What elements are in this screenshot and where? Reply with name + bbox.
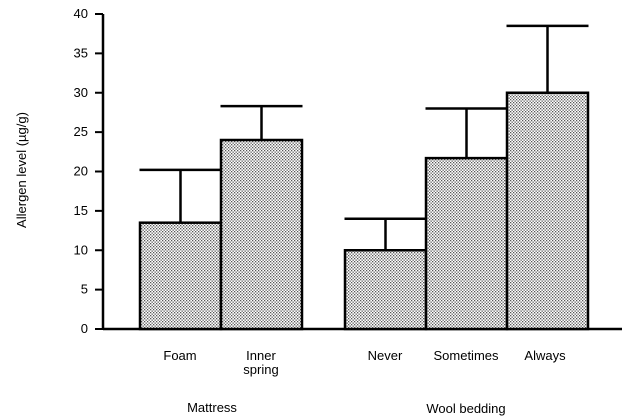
bar-sometimes (424, 156, 509, 331)
error-bars (139, 24, 589, 251)
category-labels: Foam Inner spring Never Sometimes Always (163, 348, 566, 377)
category-label-line: Foam (163, 348, 196, 363)
y-ticks: 0 5 10 15 20 25 30 35 40 (74, 6, 103, 336)
category-label-line: spring (243, 362, 278, 377)
y-tick-label: 30 (74, 85, 88, 100)
y-tick-label: 15 (74, 203, 88, 218)
category-label-line: Inner (246, 348, 276, 363)
category-label-line: Never (368, 348, 403, 363)
category-label: Sometimes (433, 348, 499, 363)
y-tick-label: 10 (74, 242, 88, 257)
group-labels: Mattress Wool bedding (187, 400, 506, 416)
bars (138, 91, 590, 331)
bar-always (505, 91, 590, 331)
category-label: Inner spring (243, 348, 278, 377)
bar-foam (138, 221, 223, 331)
y-tick-label: 40 (74, 6, 88, 21)
bar-never (343, 249, 428, 331)
group-label-mattress: Mattress (187, 400, 237, 415)
category-label: Always (524, 348, 566, 363)
category-label: Never (368, 348, 403, 363)
category-label-line: Always (524, 348, 566, 363)
y-tick-label: 35 (74, 45, 88, 60)
y-tick-label: 0 (81, 321, 88, 336)
y-tick-label: 20 (74, 164, 88, 179)
y-tick-label: 25 (74, 124, 88, 139)
category-label-line: Sometimes (433, 348, 499, 363)
category-label: Foam (163, 348, 196, 363)
group-label-wool-bedding: Wool bedding (426, 401, 505, 416)
bar-inner-spring (219, 138, 304, 331)
y-axis-label: Allergen level (µg/g) (14, 112, 29, 228)
y-tick-label: 5 (81, 282, 88, 297)
